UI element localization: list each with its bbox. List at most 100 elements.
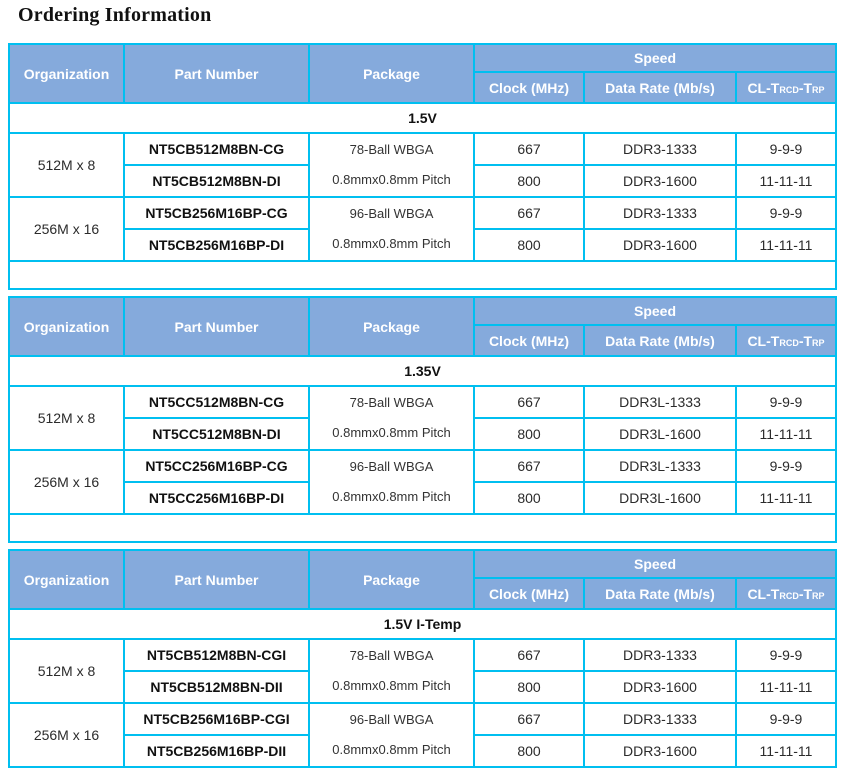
clock-cell: 800	[473, 228, 585, 262]
column-header-clock: Clock (MHz)	[473, 577, 585, 610]
cl-cell: 9-9-9	[735, 702, 837, 736]
clock-cell: 800	[473, 164, 585, 198]
package-line: 78-Ball WBGA	[349, 142, 434, 157]
cl-cell: 11-11-11	[735, 228, 837, 262]
part-number-cell: NT5CB512M8BN-DII	[123, 670, 310, 704]
part-number-cell: NT5CB256M16BP-DI	[123, 228, 310, 262]
clock-cell: 800	[473, 417, 585, 451]
table-row: 512M x 8 NT5CB512M8BN-CGI 78-Ball WBGA 0…	[8, 638, 837, 704]
package-cell: 96-Ball WBGA 0.8mmx0.8mm Pitch	[308, 196, 475, 262]
organization-cell: 256M x 16	[8, 196, 125, 262]
data-rate-cell: DDR3L-1600	[583, 481, 737, 515]
data-rate-cell: DDR3-1333	[583, 702, 737, 736]
spacer-row	[8, 260, 837, 290]
column-header-package: Package	[308, 296, 475, 357]
table-row: NT5CC512M8BN-DI 800 DDR3L-1600 11-11-11	[9, 417, 837, 451]
column-header-cl-trcd-trp: CL-TRCD-TRP	[735, 71, 837, 104]
clock-cell: 800	[473, 734, 585, 768]
table-row: 256M x 16 NT5CC256M16BP-CG 96-Ball WBGA …	[8, 449, 837, 515]
package-cell: 96-Ball WBGA 0.8mmx0.8mm Pitch	[308, 702, 475, 768]
part-number-cell: NT5CB256M16BP-CGI	[123, 702, 310, 736]
column-header-part-number: Part Number	[123, 296, 310, 357]
cl-sub-rcd: RCD	[779, 590, 799, 601]
column-header-cl-trcd-trp: CL-TRCD-TRP	[735, 324, 837, 357]
clock-cell: 667	[473, 449, 585, 483]
clock-cell: 667	[473, 132, 585, 166]
part-number-cell: NT5CB512M8BN-DI	[123, 164, 310, 198]
voltage-subheader: 1.5V I-Temp	[8, 608, 837, 640]
column-header-package: Package	[308, 549, 475, 610]
clock-cell: 667	[473, 196, 585, 230]
column-header-speed: Speed	[473, 549, 837, 579]
cl-sub-rp: RP	[812, 337, 825, 348]
cl-cell: 9-9-9	[735, 385, 837, 419]
part-number-cell: NT5CB512M8BN-CG	[123, 132, 310, 166]
column-header-data-rate: Data Rate (Mb/s)	[583, 577, 737, 610]
package-line: 0.8mmx0.8mm Pitch	[332, 742, 451, 757]
ordering-table-1v5: Organization Part Number Package Speed C…	[8, 43, 837, 290]
organization-cell: 512M x 8	[8, 385, 125, 451]
table-row: 256M x 16 NT5CB256M16BP-CG 96-Ball WBGA …	[8, 196, 837, 262]
data-rate-cell: DDR3-1600	[583, 164, 737, 198]
package-line: 78-Ball WBGA	[349, 648, 434, 663]
package-line: 0.8mmx0.8mm Pitch	[332, 489, 451, 504]
cl-cell: 11-11-11	[735, 164, 837, 198]
cl-sub-rcd: RCD	[779, 337, 799, 348]
table-row: NT5CC256M16BP-DI 800 DDR3L-1600 11-11-11	[9, 481, 837, 515]
part-number-cell: NT5CC256M16BP-CG	[123, 449, 310, 483]
clock-cell: 667	[473, 638, 585, 672]
column-header-part-number: Part Number	[123, 43, 310, 104]
column-header-organization: Organization	[8, 296, 125, 357]
package-line: 96-Ball WBGA	[349, 712, 434, 727]
cl-dash-t: -T	[798, 332, 813, 349]
cl-cell: 11-11-11	[735, 481, 837, 515]
data-rate-cell: DDR3-1333	[583, 196, 737, 230]
column-header-speed: Speed	[473, 296, 837, 326]
data-rate-cell: DDR3-1600	[583, 734, 737, 768]
column-header-part-number: Part Number	[123, 549, 310, 610]
cl-dash-t: -T	[798, 585, 813, 602]
page-title: Ordering Information	[18, 4, 212, 26]
data-rate-cell: DDR3-1600	[583, 670, 737, 704]
package-line: 96-Ball WBGA	[349, 459, 434, 474]
column-header-data-rate: Data Rate (Mb/s)	[583, 324, 737, 357]
part-number-cell: NT5CC512M8BN-CG	[123, 385, 310, 419]
package-cell: 78-Ball WBGA 0.8mmx0.8mm Pitch	[308, 385, 475, 451]
data-rate-cell: DDR3-1333	[583, 132, 737, 166]
empty-cell	[8, 513, 837, 543]
column-header-clock: Clock (MHz)	[473, 71, 585, 104]
table-row: 512M x 8 NT5CB512M8BN-CG 78-Ball WBGA 0.…	[8, 132, 837, 198]
table-row: NT5CB256M16BP-DI 800 DDR3-1600 11-11-11	[9, 228, 837, 262]
data-rate-cell: DDR3L-1333	[583, 449, 737, 483]
table-row: 256M x 16 NT5CB256M16BP-CGI 96-Ball WBGA…	[8, 702, 837, 768]
column-header-cl-trcd-trp: CL-TRCD-TRP	[735, 577, 837, 610]
cl-cell: 11-11-11	[735, 417, 837, 451]
clock-cell: 667	[473, 702, 585, 736]
column-header-package: Package	[308, 43, 475, 104]
column-header-organization: Organization	[8, 43, 125, 104]
table-row: 512M x 8 NT5CC512M8BN-CG 78-Ball WBGA 0.…	[8, 385, 837, 451]
package-line: 78-Ball WBGA	[349, 395, 434, 410]
table-row: NT5CB512M8BN-DII 800 DDR3-1600 11-11-11	[9, 670, 837, 704]
cl-sub-rcd: RCD	[779, 84, 799, 95]
cl-cell: 9-9-9	[735, 196, 837, 230]
cl-prefix: CL-T	[747, 79, 780, 96]
package-line: 0.8mmx0.8mm Pitch	[332, 172, 451, 187]
organization-cell: 512M x 8	[8, 132, 125, 198]
cl-sub-rp: RP	[812, 590, 825, 601]
package-cell: 78-Ball WBGA 0.8mmx0.8mm Pitch	[308, 638, 475, 704]
part-number-cell: NT5CB256M16BP-CG	[123, 196, 310, 230]
cl-prefix: CL-T	[747, 585, 780, 602]
column-header-data-rate: Data Rate (Mb/s)	[583, 71, 737, 104]
column-header-speed: Speed	[473, 43, 837, 73]
package-line: 0.8mmx0.8mm Pitch	[332, 236, 451, 251]
data-rate-cell: DDR3L-1600	[583, 417, 737, 451]
cl-cell: 9-9-9	[735, 449, 837, 483]
clock-cell: 667	[473, 385, 585, 419]
cl-dash-t: -T	[798, 79, 813, 96]
cl-prefix: CL-T	[747, 332, 780, 349]
voltage-subheader: 1.5V	[8, 102, 837, 134]
cl-cell: 11-11-11	[735, 734, 837, 768]
ordering-table-1v5-itemp: Organization Part Number Package Speed C…	[8, 549, 837, 768]
